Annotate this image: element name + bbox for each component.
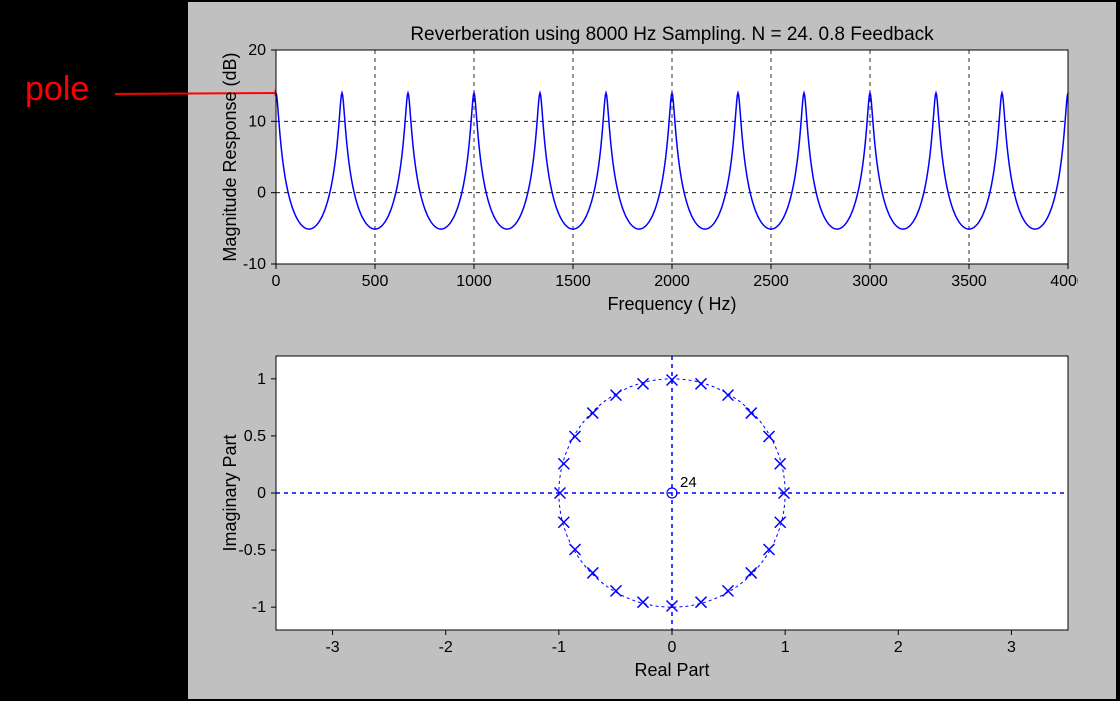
svg-text:3500: 3500 xyxy=(951,273,987,290)
svg-text:-1: -1 xyxy=(252,599,266,616)
bottom-chart-xlabel: Real Part xyxy=(634,660,709,680)
svg-text:0: 0 xyxy=(668,639,677,656)
svg-text:1000: 1000 xyxy=(456,273,492,290)
svg-text:-1: -1 xyxy=(552,639,566,656)
top-chart-ylabel: Magnitude Response (dB) xyxy=(220,52,240,261)
svg-text:1500: 1500 xyxy=(555,273,591,290)
svg-text:2000: 2000 xyxy=(654,273,690,290)
svg-text:-2: -2 xyxy=(439,639,453,656)
svg-text:3000: 3000 xyxy=(852,273,888,290)
magnitude-response-plot: 0 500 1000 1500 2000 2500 3000 3500 4000 -10 0 10 20… xyxy=(220,20,1078,320)
svg-text:4000: 4000 xyxy=(1050,273,1078,290)
svg-text:0: 0 xyxy=(272,273,281,290)
top-chart-title: Reverberation using 8000 Hz Sampling. N … xyxy=(410,24,934,45)
top-chart-xlabel: Frequency ( Hz) xyxy=(607,294,736,314)
svg-text:-0.5: -0.5 xyxy=(238,542,266,559)
svg-text:10: 10 xyxy=(248,113,266,130)
svg-text:2: 2 xyxy=(894,639,903,656)
zero-multiplicity-label: 24 xyxy=(680,474,697,491)
svg-text:20: 20 xyxy=(248,42,266,59)
svg-text:1: 1 xyxy=(781,639,790,656)
stage: pole 05001000150020002500300035004000-10… xyxy=(0,0,1120,701)
pole-zero-plot: 24 -3 -2 -1 0 1 2 3 -1 -0.5 0 0.5 1 Real Part Imaginar… xyxy=(220,346,1078,686)
svg-text:0: 0 xyxy=(257,485,266,502)
svg-text:3: 3 xyxy=(1007,639,1016,656)
svg-text:500: 500 xyxy=(362,273,389,290)
svg-text:1: 1 xyxy=(257,371,266,388)
svg-text:2500: 2500 xyxy=(753,273,789,290)
svg-text:0.5: 0.5 xyxy=(244,428,266,445)
svg-text:-3: -3 xyxy=(325,639,339,656)
svg-text:-10: -10 xyxy=(243,256,266,273)
svg-text:0: 0 xyxy=(257,185,266,202)
bottom-chart-ylabel: Imaginary Part xyxy=(220,434,240,551)
